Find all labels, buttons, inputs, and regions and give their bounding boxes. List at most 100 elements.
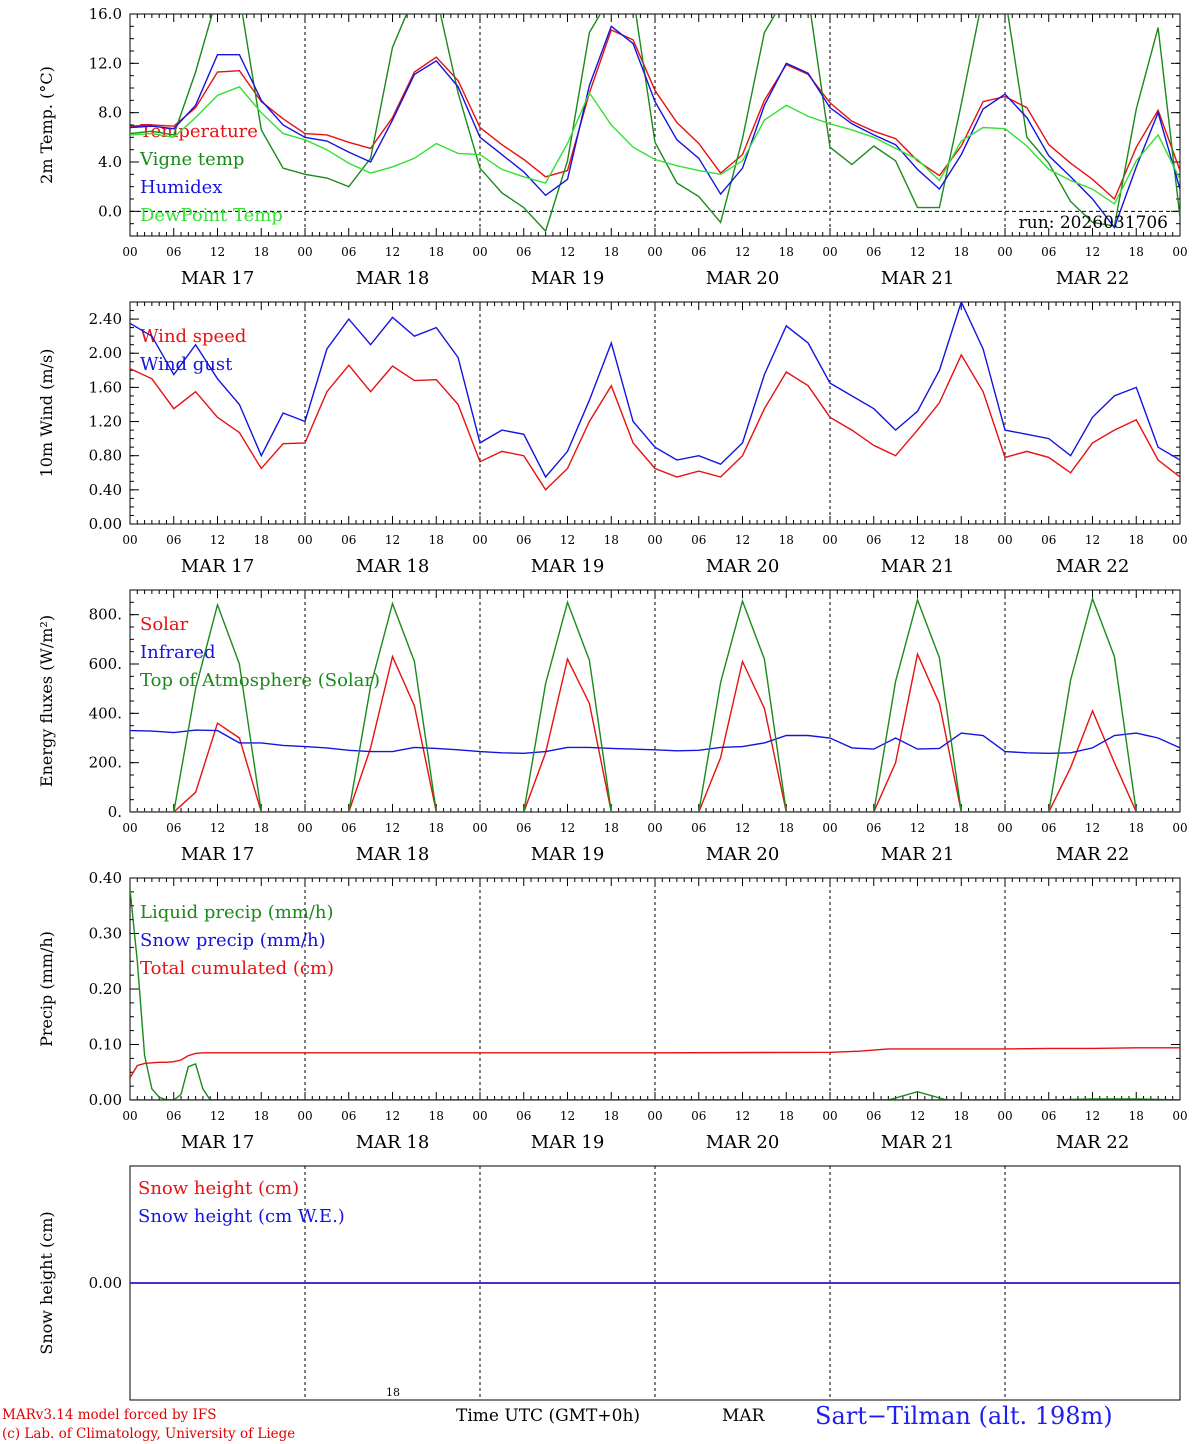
hour-tick-label: 12 bbox=[735, 1109, 750, 1123]
hour-tick-label: 06 bbox=[1041, 821, 1056, 835]
hour-tick-label: 00 bbox=[1172, 533, 1187, 547]
hour-tick-label: 18 bbox=[779, 1109, 794, 1123]
footer-small-label: 18 bbox=[386, 1386, 400, 1399]
hour-tick-label: 00 bbox=[997, 1109, 1012, 1123]
hour-tick-label: 18 bbox=[254, 821, 269, 835]
hour-tick-label: 00 bbox=[297, 533, 312, 547]
series-line-red bbox=[130, 353, 1180, 491]
hour-tick-label: 00 bbox=[647, 1109, 662, 1123]
hour-tick-label: 00 bbox=[647, 821, 662, 835]
day-label: MAR 18 bbox=[356, 1132, 430, 1153]
y-tick-label: 12.0 bbox=[89, 54, 122, 72]
hour-tick-label: 06 bbox=[516, 1109, 531, 1123]
day-label: MAR 22 bbox=[1056, 556, 1130, 577]
hour-tick-label: 06 bbox=[341, 533, 356, 547]
day-label: MAR 22 bbox=[1056, 844, 1130, 865]
hour-tick-label: 12 bbox=[210, 245, 225, 259]
y-tick-label: 0. bbox=[108, 803, 122, 821]
station-title: Sart−Tilman (alt. 198m) bbox=[815, 1402, 1113, 1430]
hour-tick-label: 00 bbox=[997, 533, 1012, 547]
hour-tick-label: 12 bbox=[1085, 533, 1100, 547]
y-axis-label: Energy fluxes (W/m²) bbox=[37, 615, 56, 787]
legend-entry: Infrared bbox=[140, 642, 215, 663]
hour-tick-label: 06 bbox=[516, 245, 531, 259]
series-line-blue bbox=[130, 302, 1180, 479]
day-label: MAR 22 bbox=[1056, 268, 1130, 289]
hour-tick-label: 12 bbox=[385, 1109, 400, 1123]
hour-tick-label: 06 bbox=[691, 821, 706, 835]
y-tick-label: 1.20 bbox=[89, 413, 122, 431]
day-label: MAR 21 bbox=[881, 556, 955, 577]
y-tick-label: 0.00 bbox=[89, 515, 122, 533]
hour-tick-label: 00 bbox=[647, 245, 662, 259]
legend-entry: Top of Atmosphere (Solar) bbox=[140, 670, 380, 691]
legend-entry: Snow height (cm) bbox=[138, 1178, 299, 1199]
legend-entry: Wind speed bbox=[140, 326, 246, 347]
day-label: MAR 20 bbox=[706, 556, 780, 577]
hour-tick-label: 06 bbox=[516, 533, 531, 547]
y-tick-label: 16.0 bbox=[89, 5, 122, 23]
y-tick-label: 400. bbox=[89, 704, 122, 722]
hour-tick-label: 00 bbox=[297, 245, 312, 259]
hour-tick-label: 06 bbox=[516, 821, 531, 835]
hour-tick-label: 00 bbox=[997, 821, 1012, 835]
chart-panel-1: 0.0 4.0 8.0 12.0 16.0 2m Temp. (°C) 00 06 12 18 00… bbox=[37, 5, 1188, 289]
day-label: MAR 22 bbox=[1056, 1132, 1130, 1153]
run-annotation: run: 2026031706 bbox=[1019, 213, 1168, 233]
chart-panel-2: 0.00 0.40 0.80 1.20 1.60 2.00 2.40 10m Wind (m/… bbox=[37, 301, 1188, 577]
y-tick-label: 2.40 bbox=[89, 310, 122, 328]
y-tick-label: 200. bbox=[89, 754, 122, 772]
hour-tick-label: 06 bbox=[166, 533, 181, 547]
y-axis-label: Precip (mm/h) bbox=[37, 931, 56, 1047]
hour-tick-label: 00 bbox=[822, 533, 837, 547]
hour-tick-label: 00 bbox=[472, 533, 487, 547]
hour-tick-label: 00 bbox=[297, 821, 312, 835]
series-line-blue bbox=[130, 25, 1180, 229]
hour-tick-label: 18 bbox=[254, 533, 269, 547]
hour-tick-label: 18 bbox=[604, 245, 619, 259]
hour-tick-label: 18 bbox=[429, 245, 444, 259]
hour-tick-label: 00 bbox=[822, 821, 837, 835]
hour-tick-label: 00 bbox=[822, 245, 837, 259]
y-tick-label: 0.40 bbox=[89, 869, 122, 887]
series-line-red bbox=[130, 29, 1180, 201]
hour-tick-label: 12 bbox=[385, 533, 400, 547]
y-tick-label: 1.60 bbox=[89, 378, 122, 396]
series-line-blue bbox=[130, 729, 1180, 755]
hour-tick-label: 12 bbox=[560, 245, 575, 259]
y-tick-label: 0.00 bbox=[89, 1091, 122, 1109]
hour-tick-label: 12 bbox=[1085, 821, 1100, 835]
day-label: MAR 18 bbox=[356, 556, 430, 577]
hour-tick-label: 12 bbox=[910, 1109, 925, 1123]
y-axis-label: Snow height (cm) bbox=[37, 1211, 56, 1354]
hour-tick-label: 00 bbox=[1172, 1109, 1187, 1123]
hour-tick-label: 12 bbox=[1085, 1109, 1100, 1123]
day-label: MAR 17 bbox=[181, 844, 255, 865]
chart-panel-3: 0. 200. 400. 600. 800. Energy fluxes (W/m²) 00… bbox=[37, 589, 1188, 865]
model-label: MARv3.14 model forced by IFS bbox=[2, 1407, 217, 1423]
hour-tick-label: 12 bbox=[560, 533, 575, 547]
hour-tick-label: 12 bbox=[910, 533, 925, 547]
hour-tick-label: 18 bbox=[954, 1109, 969, 1123]
hour-tick-label: 06 bbox=[691, 533, 706, 547]
hour-tick-label: 18 bbox=[1129, 533, 1144, 547]
hour-tick-label: 00 bbox=[997, 245, 1012, 259]
chart-panel-4: 0.00 0.10 0.20 0.30 0.40 Precip (mm/h) 00 06 12 1… bbox=[37, 869, 1188, 1153]
hour-tick-label: 12 bbox=[735, 533, 750, 547]
day-label: MAR 19 bbox=[531, 844, 605, 865]
hour-tick-label: 12 bbox=[735, 245, 750, 259]
hour-tick-label: 18 bbox=[954, 821, 969, 835]
hour-tick-label: 18 bbox=[254, 245, 269, 259]
day-label: MAR 21 bbox=[881, 844, 955, 865]
hour-tick-label: 18 bbox=[604, 821, 619, 835]
legend-entry: Humidex bbox=[140, 177, 222, 198]
hour-tick-label: 12 bbox=[210, 533, 225, 547]
hour-tick-label: 18 bbox=[1129, 1109, 1144, 1123]
hour-tick-label: 18 bbox=[954, 245, 969, 259]
day-label: MAR 19 bbox=[531, 268, 605, 289]
y-tick-label: 0.20 bbox=[89, 980, 122, 998]
legend-entry: Liquid precip (mm/h) bbox=[140, 902, 334, 923]
hour-tick-label: 06 bbox=[341, 1109, 356, 1123]
hour-tick-label: 12 bbox=[385, 821, 400, 835]
